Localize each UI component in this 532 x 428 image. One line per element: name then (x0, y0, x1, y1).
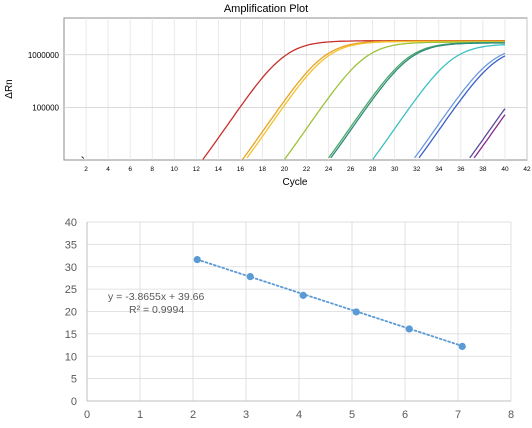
standard-curve-y-tick-label: 0 (71, 396, 77, 408)
standard-curve-y-tick-label: 15 (65, 329, 77, 341)
standard-curve-y-tick-label: 5 (71, 374, 77, 386)
amplification-baseline-mark (81, 156, 85, 159)
amplification-x-tick-label: 8 (150, 166, 154, 173)
standard-curve-x-tick-label: 0 (84, 409, 90, 421)
amplification-x-tick-label: 2 (84, 166, 88, 173)
standard-curve-x-tick-label: 1 (137, 409, 143, 421)
amplification-plot-area (63, 17, 528, 161)
data-point (299, 291, 307, 299)
standard-curve-y-tick-label: 30 (65, 262, 77, 274)
amplification-x-tick-label: 30 (391, 166, 399, 173)
trendline (196, 258, 464, 347)
amplification-gridlines (64, 18, 528, 160)
amplification-plot: Amplification Plot 2 4 6 8 10 12 14 16 18 20 22 24 2… (4, 3, 531, 188)
amplification-y-axis-label: ΔRn (4, 79, 15, 98)
amplification-curve (246, 40, 505, 159)
amplification-y-tick-label: 100000 (32, 103, 59, 112)
standard-curve-gridlines (87, 221, 512, 401)
amplification-curve (473, 114, 506, 159)
amplification-curves (81, 40, 506, 160)
amplification-x-tick-label: 26 (347, 166, 355, 173)
amplification-curve (283, 41, 505, 160)
standard-curve-x-tick-label: 2 (190, 409, 196, 421)
amplification-x-tick-label: 32 (413, 166, 421, 173)
standard-curve-x-tick-label: 8 (508, 409, 514, 421)
amplification-y-tick-label: 1000000 (28, 51, 60, 60)
amplification-y-tick-labels: 100000 1000000 (28, 51, 60, 113)
data-point (193, 255, 201, 264)
standard-curve-x-tick-labels: 0 1 2 3 4 5 6 7 8 (84, 409, 514, 421)
amplification-curve (372, 44, 506, 160)
data-point (458, 342, 466, 351)
amplification-x-axis-label: Cycle (282, 177, 307, 188)
trendline-equation: y = -3.8655x + 39.66 (108, 291, 204, 303)
amplification-x-tick-label: 36 (457, 166, 465, 173)
amplification-curve (469, 108, 506, 159)
standard-curve-y-tick-label: 35 (65, 239, 77, 251)
standard-curve-y-tick-label: 10 (65, 351, 77, 363)
amplification-x-tick-label: 28 (369, 166, 377, 173)
amplification-curve (330, 42, 505, 159)
standard-curve-y-tick-labels: 0 5 10 15 20 25 30 35 40 (65, 217, 77, 408)
amplification-curve (414, 52, 506, 159)
data-point (405, 325, 413, 333)
amplification-x-tick-label: 18 (259, 166, 267, 173)
amplification-plot-title: Amplification Plot (224, 3, 308, 15)
data-point (246, 272, 254, 281)
amplification-x-tick-label: 24 (325, 166, 333, 173)
data-point (352, 308, 360, 316)
amplification-x-tick-labels: 2 4 6 8 10 12 14 16 18 20 22 24 26 28 30 32 34 36 38 40 42 (84, 166, 531, 173)
standard-curve-x-tick-label: 5 (349, 409, 355, 421)
standard-curve-y-tick-label: 25 (65, 284, 77, 296)
amplification-x-tick-label: 14 (215, 166, 223, 173)
standard-curve-x-tick-label: 4 (296, 409, 302, 421)
standard-curve-x-tick-label: 6 (402, 409, 408, 421)
standard-curve-chart: 0 5 10 15 20 25 30 35 40 0 1 2 3 4 5 6 7 8 y = -3.8655x … (65, 217, 514, 421)
standard-curve-x-tick-label: 3 (243, 409, 249, 421)
standard-curve-points (193, 255, 466, 351)
amplification-x-tick-label: 6 (128, 166, 132, 173)
amplification-x-tick-label: 42 (523, 166, 531, 173)
amplification-x-tick-label: 16 (237, 166, 245, 173)
standard-curve-y-tick-label: 40 (65, 217, 77, 229)
r-squared-label: R² = 0.9994 (129, 304, 184, 316)
amplification-curve (418, 55, 506, 159)
standard-curve-y-tick-label: 20 (65, 307, 77, 319)
amplification-x-tick-label: 4 (106, 166, 110, 173)
amplification-x-tick-label: 20 (281, 166, 289, 173)
amplification-x-tick-label: 40 (501, 166, 509, 173)
amplification-x-tick-label: 38 (479, 166, 487, 173)
standard-curve-x-tick-label: 7 (455, 409, 461, 421)
amplification-x-tick-label: 22 (303, 166, 311, 173)
amplification-x-tick-label: 34 (435, 166, 443, 173)
amplification-x-tick-label: 12 (193, 166, 201, 173)
amplification-x-tick-label: 10 (171, 166, 179, 173)
